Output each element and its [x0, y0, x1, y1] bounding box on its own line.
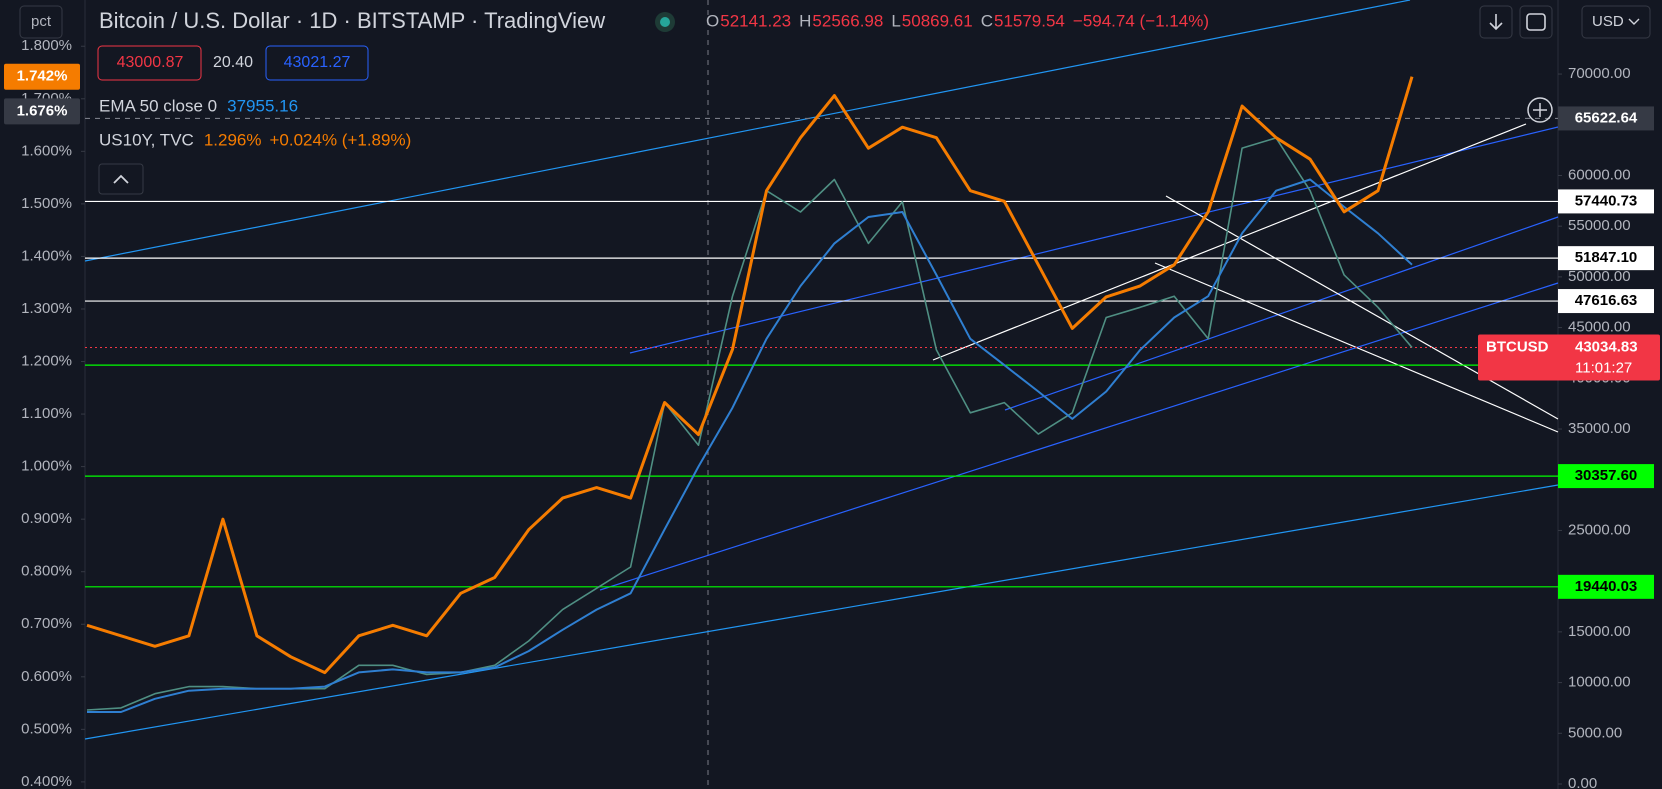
add-alert-icon[interactable] [1527, 97, 1553, 123]
series-line [86, 76, 1414, 675]
channel-line [84, 0, 1411, 262]
level-label: 51847.10 [1575, 249, 1638, 266]
y2-tick-label: 1.000% [21, 458, 72, 475]
y2-tick-label: 0.700% [21, 615, 72, 632]
fullscreen-button[interactable] [1519, 5, 1553, 39]
currency-box[interactable] [1581, 5, 1651, 39]
indicator-name: EMA 50 close 0 [99, 96, 217, 115]
collapse-button[interactable] [98, 163, 144, 195]
y2-tick-label: 0.800% [21, 563, 72, 580]
levels [85, 117, 1558, 588]
chevron-icon [113, 174, 129, 184]
y-tick-label: 70000.00 [1568, 65, 1631, 82]
ohlc-value: 50869.61 [902, 11, 973, 30]
trend-lines [84, 0, 1559, 740]
ohlc-value: 52141.23 [720, 11, 791, 30]
y2-tick-label: 1.600% [21, 142, 72, 159]
channel-line [599, 282, 1559, 591]
level-label: 19440.03 [1575, 578, 1638, 595]
trend-line [932, 123, 1527, 361]
y-tick-label: 50000.00 [1568, 268, 1631, 285]
indicator-change: +0.024% (+1.89%) [269, 130, 411, 149]
level-label-box [1558, 189, 1654, 214]
price-marker-value: 43034.83 [1575, 338, 1638, 355]
y-tick-label: 25000.00 [1568, 521, 1631, 538]
ohlc-change: −594.74 (−1.14%) [1073, 11, 1209, 30]
y2-tick-label: 1.100% [21, 405, 72, 422]
y-tick-label: 5000.00 [1568, 724, 1622, 741]
download-icon [1489, 14, 1503, 31]
y2-tick-label: 0.900% [21, 510, 72, 527]
ohlc-key: H [799, 11, 811, 30]
y2-marker-label: 1.742% [17, 68, 68, 85]
y2-tick-label: 0.500% [21, 720, 72, 737]
y2-tick-label: 0.400% [21, 773, 72, 789]
y2-tick-label: 1.500% [21, 195, 72, 212]
indicator-value: 37955.16 [227, 96, 298, 115]
level-label-box [1558, 464, 1654, 489]
price-marker-box [1478, 334, 1660, 381]
level-label-box [1558, 289, 1654, 314]
buy-button[interactable] [265, 45, 369, 81]
axes: 0.005000.0010000.0015000.0020000.0025000… [4, 37, 1660, 789]
indicator-value: 1.296% [204, 130, 262, 149]
y-tick-label: 35000.00 [1568, 420, 1631, 437]
ohlc-key: O [706, 11, 719, 30]
status-dot [660, 17, 670, 27]
channel-line [1004, 216, 1559, 411]
series-line [86, 137, 1413, 711]
ohlc-value: 51579.54 [994, 11, 1065, 30]
ohlc-value: 52566.98 [812, 11, 883, 30]
level-label: 65622.64 [1575, 109, 1638, 126]
sell-price[interactable]: 43000.87 [117, 54, 184, 71]
y-tick-label: 60000.00 [1568, 166, 1631, 183]
y2-tick-label: 0.600% [21, 668, 72, 685]
pct-box [19, 5, 63, 39]
price-marker-time: 11:01:27 [1575, 359, 1632, 376]
buy-price[interactable]: 43021.27 [284, 54, 351, 71]
trend-line [1165, 195, 1559, 420]
y2-tick-label: 1.300% [21, 300, 72, 317]
header: pct Bitcoin / U.S. Dollar · 1D · BITSTAM… [19, 5, 1651, 195]
series-line [87, 178, 1413, 713]
sell-button[interactable] [97, 45, 202, 81]
y2-marker-label: 1.676% [17, 102, 68, 119]
fullscreen-icon [1526, 13, 1546, 31]
series [86, 76, 1414, 713]
y2-tick-label: 1.800% [21, 37, 72, 54]
level-label-box [1558, 246, 1654, 271]
y-tick-label: 15000.00 [1568, 623, 1631, 640]
ohlc-key: C [981, 11, 993, 30]
y-tick-label: 10000.00 [1568, 674, 1631, 691]
y2-tick-label: 1.400% [21, 247, 72, 264]
level-label: 47616.63 [1575, 292, 1638, 309]
ohlc-key: L [891, 11, 900, 30]
channel-line [84, 484, 1559, 740]
spread: 20.40 [213, 54, 253, 71]
add-alert-plus [1533, 103, 1547, 117]
level-label-box [1558, 106, 1654, 131]
pct-label: pct [31, 13, 52, 30]
y2-marker-box [4, 98, 80, 125]
y2-marker-box [4, 63, 80, 90]
level-label: 30357.60 [1575, 467, 1638, 484]
level-label: 57440.73 [1575, 192, 1638, 209]
y-tick-label: 0.00 [1568, 775, 1597, 789]
indicator-name: US10Y, TVC [99, 130, 194, 149]
y-tick-label: 55000.00 [1568, 217, 1631, 234]
currency-label[interactable]: USD [1592, 13, 1624, 30]
channel-line [629, 126, 1559, 354]
y-tick-label: 45000.00 [1568, 319, 1631, 336]
chart-title: Bitcoin / U.S. Dollar · 1D · BITSTAMP · … [99, 8, 605, 33]
download-button[interactable] [1479, 5, 1513, 39]
y2-tick-label: 1.200% [21, 352, 72, 369]
level-label-box [1558, 574, 1654, 599]
currency-caret [1628, 18, 1640, 25]
price-marker-name: BTCUSD [1486, 338, 1549, 355]
